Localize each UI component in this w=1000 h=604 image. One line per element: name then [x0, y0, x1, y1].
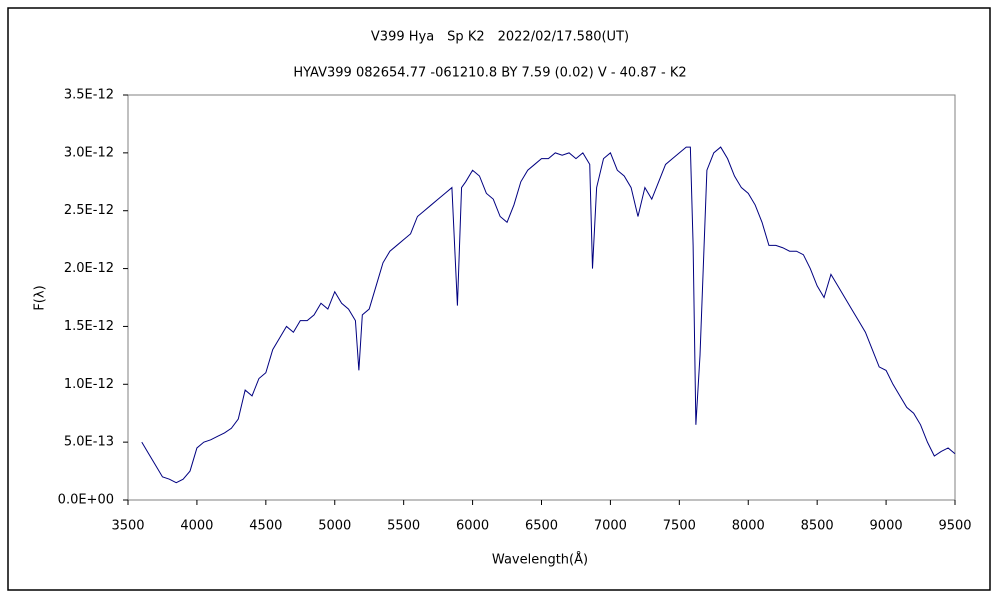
x-tick-label: 9000 — [870, 519, 903, 534]
x-tick-label: 7500 — [663, 519, 696, 534]
y-tick-label: 3.0E-12 — [64, 145, 114, 160]
x-tick-label: 4500 — [249, 519, 282, 534]
y-tick-label: 2.0E-12 — [64, 261, 114, 276]
chart-title: V399 Hya Sp K2 2022/02/17.580(UT) — [371, 30, 629, 45]
x-tick-label: 8000 — [732, 519, 765, 534]
x-tick-label: 6500 — [525, 519, 558, 534]
y-tick-label: 1.5E-12 — [64, 319, 114, 334]
x-tick-label: 8500 — [801, 519, 834, 534]
chart-subtitle: HYAV399 082654.77 -061210.8 BY 7.59 (0.0… — [293, 66, 686, 81]
x-tick-label: 6000 — [456, 519, 489, 534]
x-tick-label: 3500 — [111, 519, 144, 534]
y-tick-label: 1.0E-12 — [64, 377, 114, 392]
x-tick-label: 5000 — [318, 519, 351, 534]
x-tick-label: 9500 — [938, 519, 971, 534]
x-axis-label: Wavelength(Å) — [492, 552, 588, 568]
y-tick-label: 2.5E-12 — [64, 203, 114, 218]
y-tick-label: 3.5E-12 — [64, 88, 114, 103]
y-tick-label: 0.0E+00 — [58, 493, 114, 508]
y-axis-label: F(λ) — [33, 285, 48, 310]
spectrum-line — [141, 146, 956, 484]
chart-frame — [7, 7, 991, 591]
x-tick-label: 4000 — [180, 519, 213, 534]
y-tick-label: 5.0E-13 — [64, 435, 114, 450]
x-tick-label: 5500 — [387, 519, 420, 534]
x-tick-label: 7000 — [594, 519, 627, 534]
